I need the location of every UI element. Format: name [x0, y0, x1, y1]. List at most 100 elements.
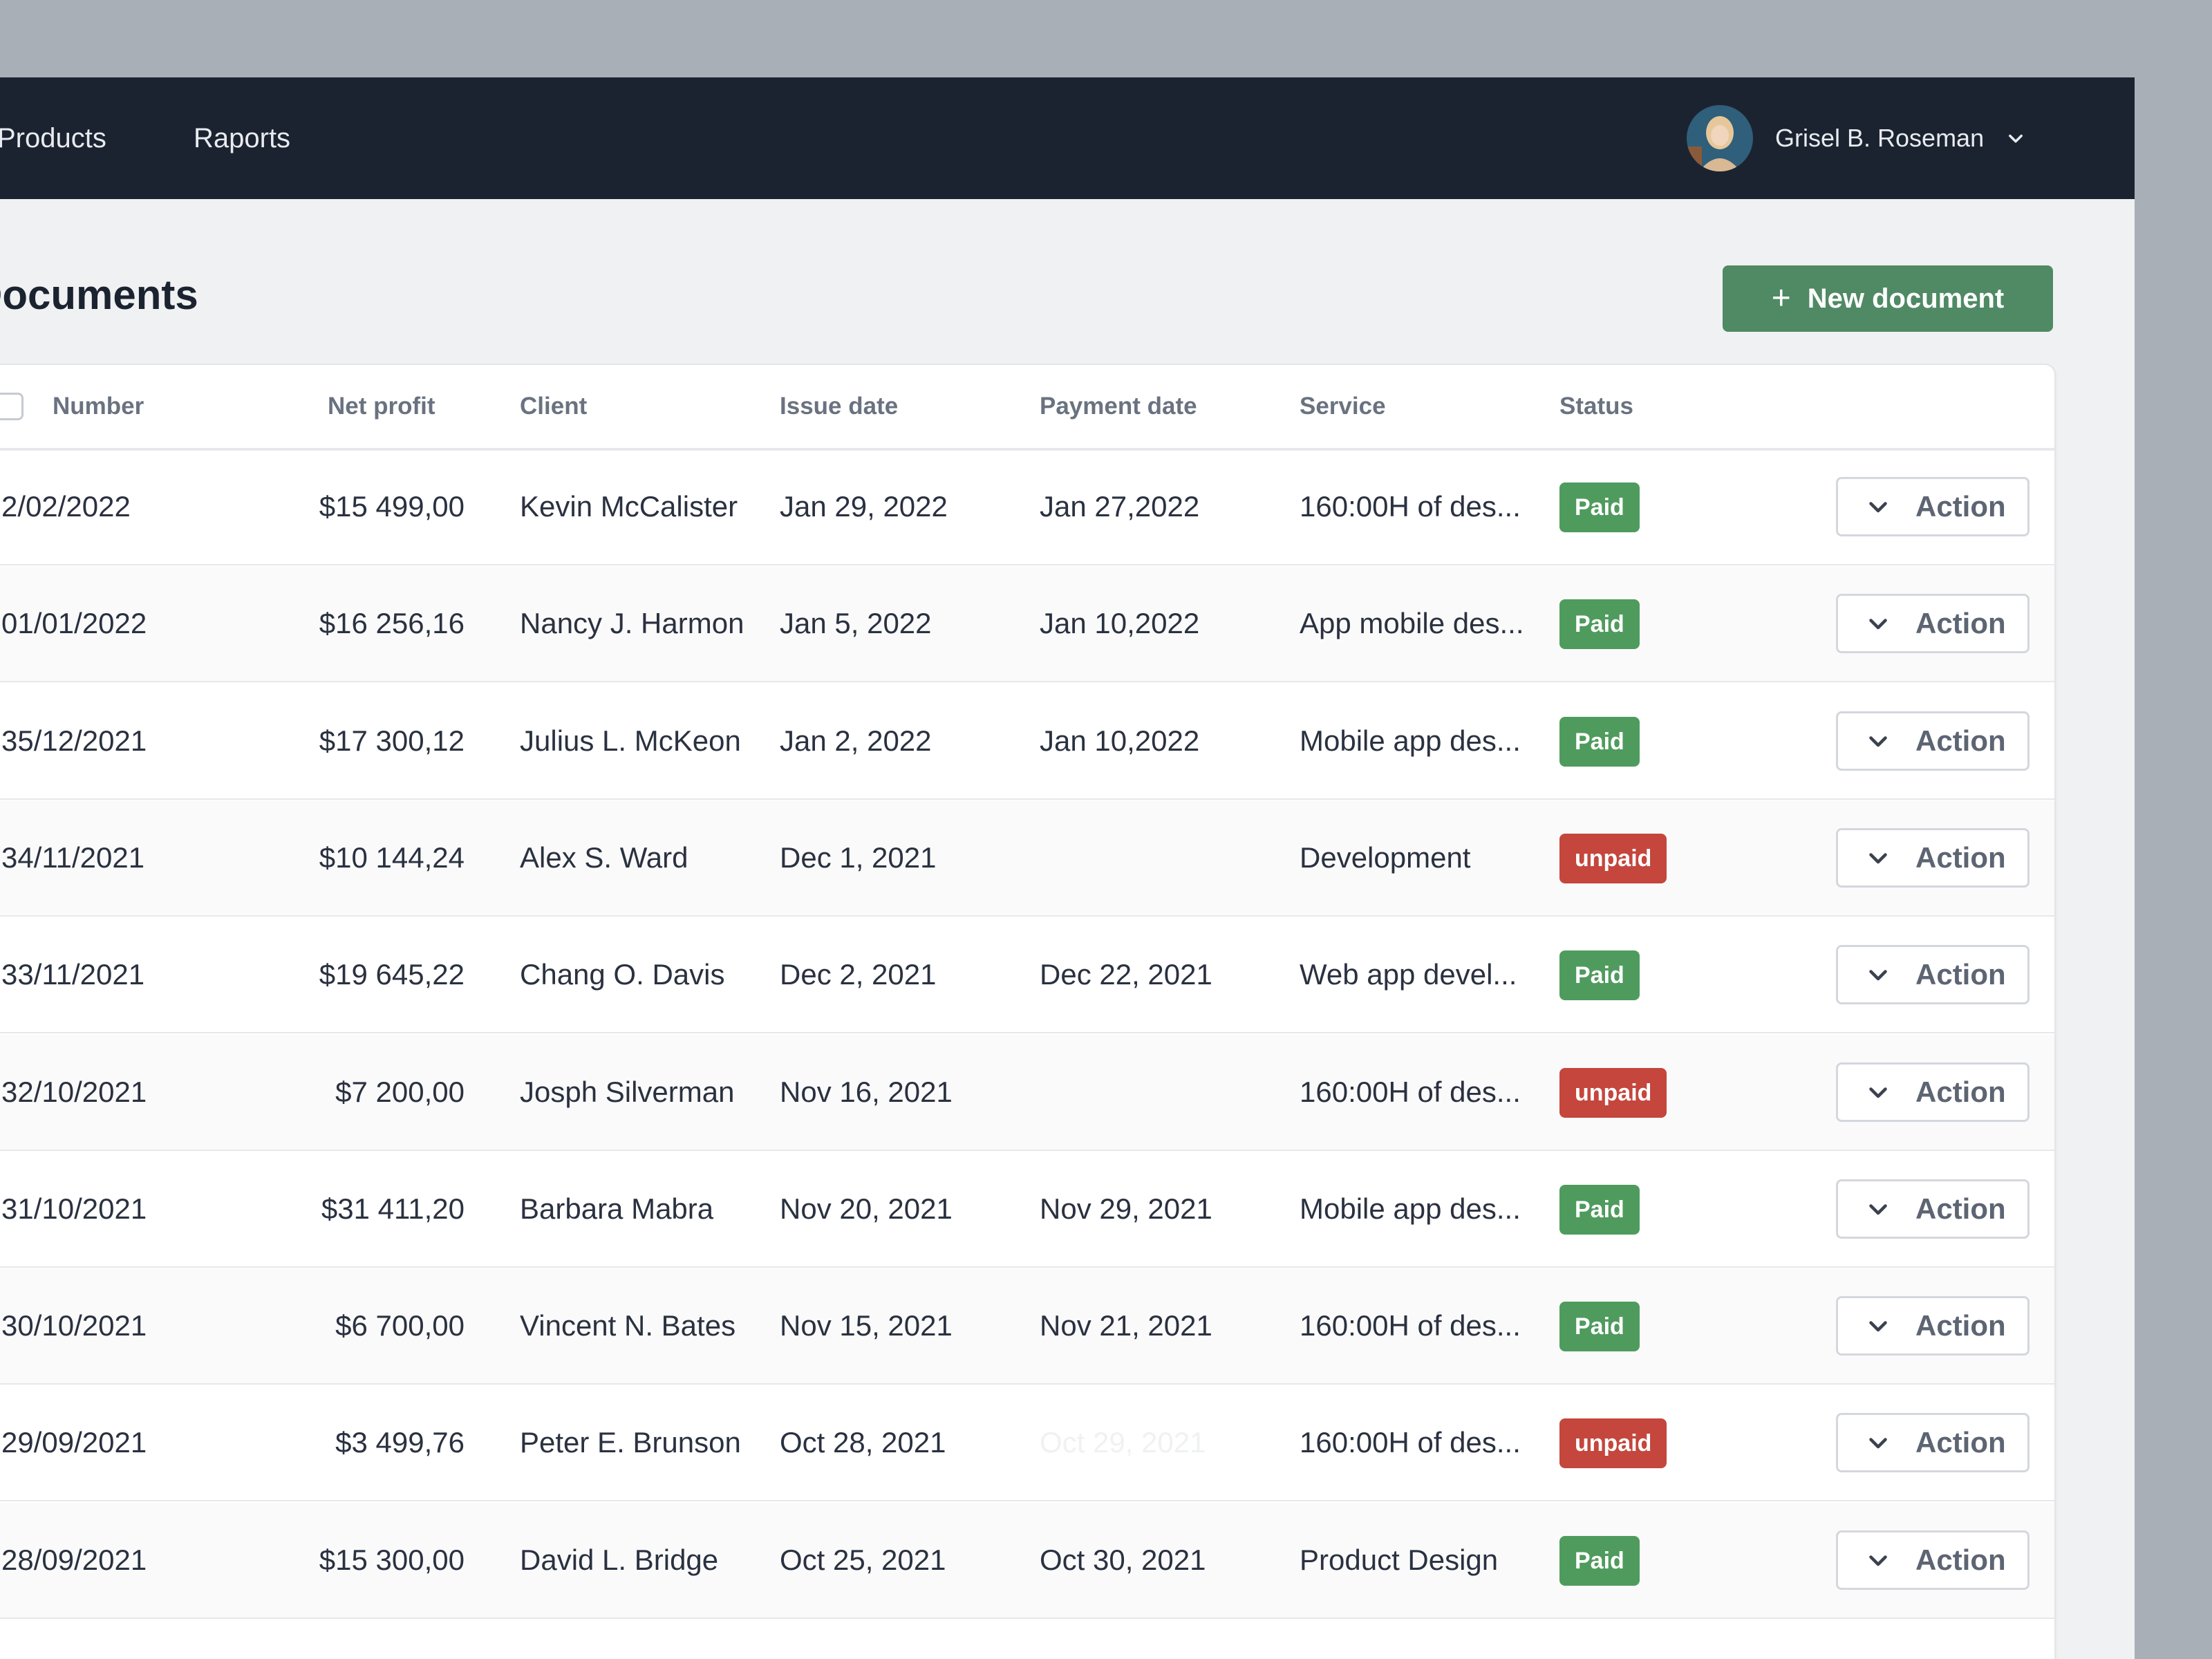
cell-net-profit: $17 300,12	[319, 724, 465, 757]
table-row[interactable]: 28/09/2021 $15 300,00 David L. Bridge Oct 2…	[0, 1502, 2054, 1619]
cell-issue-date: Nov 15, 2021	[780, 1309, 953, 1342]
table-header: Number Net profit Client Issue date Paym…	[0, 365, 2054, 451]
cell-number: 32/10/2021	[1, 1075, 147, 1108]
chevron-down-icon	[1869, 619, 1887, 630]
status-badge: Paid	[1559, 1302, 1640, 1352]
cell-service: 160:00H of des...	[1300, 1309, 1521, 1342]
action-label: Action	[1915, 841, 2006, 874]
table-row[interactable]: 30/10/2021 $6 700,00 Vincent N. Bates Nov 1…	[0, 1268, 2054, 1385]
cell-issue-date: Dec 2, 2021	[780, 958, 937, 991]
cell-issue-date: Nov 20, 2021	[780, 1192, 953, 1225]
action-label: Action	[1915, 958, 2006, 991]
action-label: Action	[1915, 490, 2006, 523]
cell-net-profit: $10 144,24	[319, 841, 465, 874]
app-window: Products Raports Grisel B. Roseman Docum…	[0, 77, 2135, 1659]
table-row[interactable]: 29/09/2021 $3 499,76 Peter E. Brunson Oct 2…	[0, 1385, 2054, 1502]
cell-payment-date: Nov 29, 2021	[1040, 1192, 1212, 1225]
nav-item-products[interactable]: Products	[0, 123, 106, 153]
table-row[interactable]: 32/10/2021 $7 200,00 Josph Silverman Nov 16…	[0, 1034, 2054, 1151]
status-badge: unpaid	[1559, 833, 1667, 883]
action-button[interactable]: Action	[1836, 711, 2030, 771]
cell-number: 34/11/2021	[1, 841, 145, 874]
action-button[interactable]: Action	[1836, 477, 2030, 536]
cell-net-profit: $7 200,00	[335, 1075, 465, 1108]
cell-payment-date: Jan 10,2022	[1040, 724, 1200, 757]
chevron-down-icon	[1869, 735, 1887, 747]
documents-table: Number Net profit Client Issue date Paym…	[0, 364, 2056, 1659]
cell-client: Peter E. Brunson	[520, 1426, 741, 1459]
status-badge: Paid	[1559, 599, 1640, 650]
action-button[interactable]: Action	[1836, 827, 2030, 888]
table-row[interactable]: 01/01/2022 $16 256,16 Nancy J. Harmon Jan 5…	[0, 566, 2054, 683]
cell-net-profit: $15 300,00	[319, 1543, 465, 1576]
cell-net-profit: $6 700,00	[335, 1309, 465, 1342]
action-button[interactable]: Action	[1836, 594, 2030, 654]
cell-payment-date: Oct 29, 2021	[1040, 1426, 1206, 1459]
chevron-down-icon	[1869, 1087, 1887, 1098]
status-badge: Paid	[1559, 716, 1640, 767]
user-name: Grisel B. Roseman	[1775, 124, 1985, 152]
cell-client: Julius L. McKeon	[520, 724, 741, 757]
avatar	[1687, 105, 1753, 171]
cell-service: 160:00H of des...	[1300, 1426, 1521, 1459]
cell-issue-date: Jan 2, 2022	[780, 724, 932, 757]
select-all-checkbox[interactable]	[0, 393, 24, 420]
column-header-status[interactable]: Status	[1559, 393, 1633, 420]
cell-payment-date: Jan 27,2022	[1040, 490, 1200, 523]
status-badge: Paid	[1559, 950, 1640, 1001]
cell-number: 33/11/2021	[1, 958, 145, 991]
column-header-payment-date[interactable]: Payment date	[1040, 393, 1197, 420]
action-label: Action	[1915, 1309, 2006, 1342]
action-button[interactable]: Action	[1836, 1530, 2030, 1590]
column-header-net-profit[interactable]: Net profit	[328, 393, 435, 420]
cell-service: 160:00H of des...	[1300, 1075, 1521, 1108]
action-label: Action	[1915, 607, 2006, 640]
cell-issue-date: Jan 29, 2022	[780, 490, 948, 523]
column-header-client[interactable]: Client	[520, 393, 588, 420]
cell-client: Josph Silverman	[520, 1075, 735, 1108]
cell-number: 29/09/2021	[1, 1426, 147, 1459]
cell-payment-date	[1040, 800, 1295, 915]
new-document-label: New document	[1807, 283, 2005, 314]
chevron-down-icon	[1869, 502, 1887, 513]
status-badge: Paid	[1559, 1184, 1640, 1235]
action-button[interactable]: Action	[1836, 1413, 2030, 1473]
nav-item-raports[interactable]: Raports	[194, 123, 291, 153]
table-row[interactable]: 35/12/2021 $17 300,12 Julius L. McKeon Jan …	[0, 684, 2054, 800]
action-button[interactable]: Action	[1836, 1179, 2030, 1239]
status-badge: unpaid	[1559, 1418, 1667, 1469]
table-row[interactable]: 34/11/2021 $10 144,24 Alex S. Ward Dec 1, 2…	[0, 800, 2054, 917]
action-label: Action	[1915, 1075, 2006, 1108]
cell-payment-date: Oct 30, 2021	[1040, 1543, 1206, 1576]
cell-service: App mobile des...	[1300, 607, 1524, 640]
column-header-number[interactable]: Number	[53, 393, 144, 420]
cell-client: Kevin McCalister	[520, 490, 738, 523]
action-button[interactable]: Action	[1836, 1062, 2030, 1122]
status-badge: unpaid	[1559, 1067, 1667, 1118]
cell-payment-date: Jan 10,2022	[1040, 607, 1200, 640]
cell-client: David L. Bridge	[520, 1543, 719, 1576]
user-menu[interactable]: Grisel B. Roseman	[1687, 105, 2025, 171]
cell-number: 31/10/2021	[1, 1192, 147, 1225]
cell-service: Product Design	[1300, 1543, 1499, 1576]
cell-net-profit: $31 411,20	[321, 1192, 465, 1225]
action-button[interactable]: Action	[1836, 1296, 2030, 1356]
chevron-down-icon	[1869, 853, 1887, 864]
cell-service: Mobile app des...	[1300, 724, 1521, 757]
column-header-service[interactable]: Service	[1300, 393, 1386, 420]
table-row[interactable]: 2/02/2022 $15 499,00 Kevin McCalister Jan 2…	[0, 449, 2054, 565]
cell-payment-date	[1040, 1035, 1295, 1150]
cell-issue-date: Nov 16, 2021	[780, 1075, 953, 1108]
page-title: Documents	[0, 272, 198, 318]
cell-service: Web app devel...	[1300, 958, 1517, 991]
chevron-down-icon	[1869, 970, 1887, 981]
column-header-issue-date[interactable]: Issue date	[780, 393, 899, 420]
cell-number: 30/10/2021	[1, 1309, 147, 1342]
chevron-down-icon	[1869, 1204, 1887, 1215]
table-row[interactable]: 33/11/2021 $19 645,22 Chang O. Davis Dec 2,…	[0, 917, 2054, 1034]
action-button[interactable]: Action	[1836, 945, 2030, 1005]
cell-net-profit: $15 499,00	[319, 490, 465, 523]
chevron-down-icon	[1869, 1438, 1887, 1449]
table-row[interactable]: 31/10/2021 $31 411,20 Barbara Mabra Nov 20,…	[0, 1152, 2054, 1268]
new-document-button[interactable]: + New document	[1723, 265, 2053, 332]
